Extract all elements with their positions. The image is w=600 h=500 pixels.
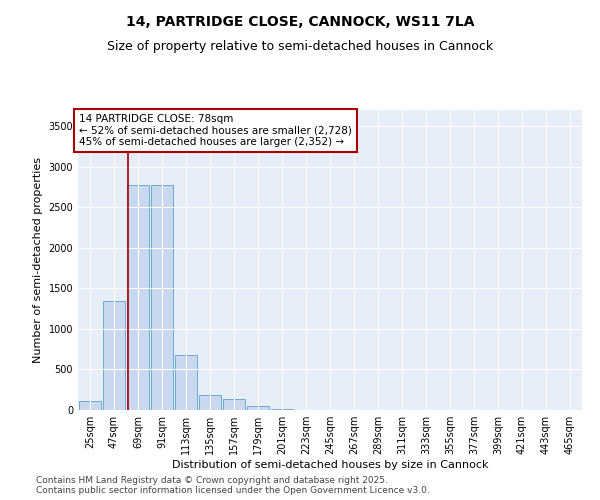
Bar — [271, 409, 293, 410]
X-axis label: Distribution of semi-detached houses by size in Cannock: Distribution of semi-detached houses by … — [172, 460, 488, 470]
Text: 14 PARTRIDGE CLOSE: 78sqm
← 52% of semi-detached houses are smaller (2,728)
45% : 14 PARTRIDGE CLOSE: 78sqm ← 52% of semi-… — [79, 114, 352, 148]
Bar — [79, 401, 101, 410]
Bar — [247, 406, 269, 410]
Y-axis label: Number of semi-detached properties: Number of semi-detached properties — [33, 157, 43, 363]
Bar — [175, 355, 197, 410]
Bar — [127, 184, 149, 410]
Bar — [151, 184, 173, 410]
Text: Contains HM Land Registry data © Crown copyright and database right 2025.
Contai: Contains HM Land Registry data © Crown c… — [36, 476, 430, 495]
Text: 14, PARTRIDGE CLOSE, CANNOCK, WS11 7LA: 14, PARTRIDGE CLOSE, CANNOCK, WS11 7LA — [126, 15, 474, 29]
Bar — [223, 400, 245, 410]
Bar — [199, 394, 221, 410]
Bar — [103, 300, 125, 410]
Text: Size of property relative to semi-detached houses in Cannock: Size of property relative to semi-detach… — [107, 40, 493, 53]
